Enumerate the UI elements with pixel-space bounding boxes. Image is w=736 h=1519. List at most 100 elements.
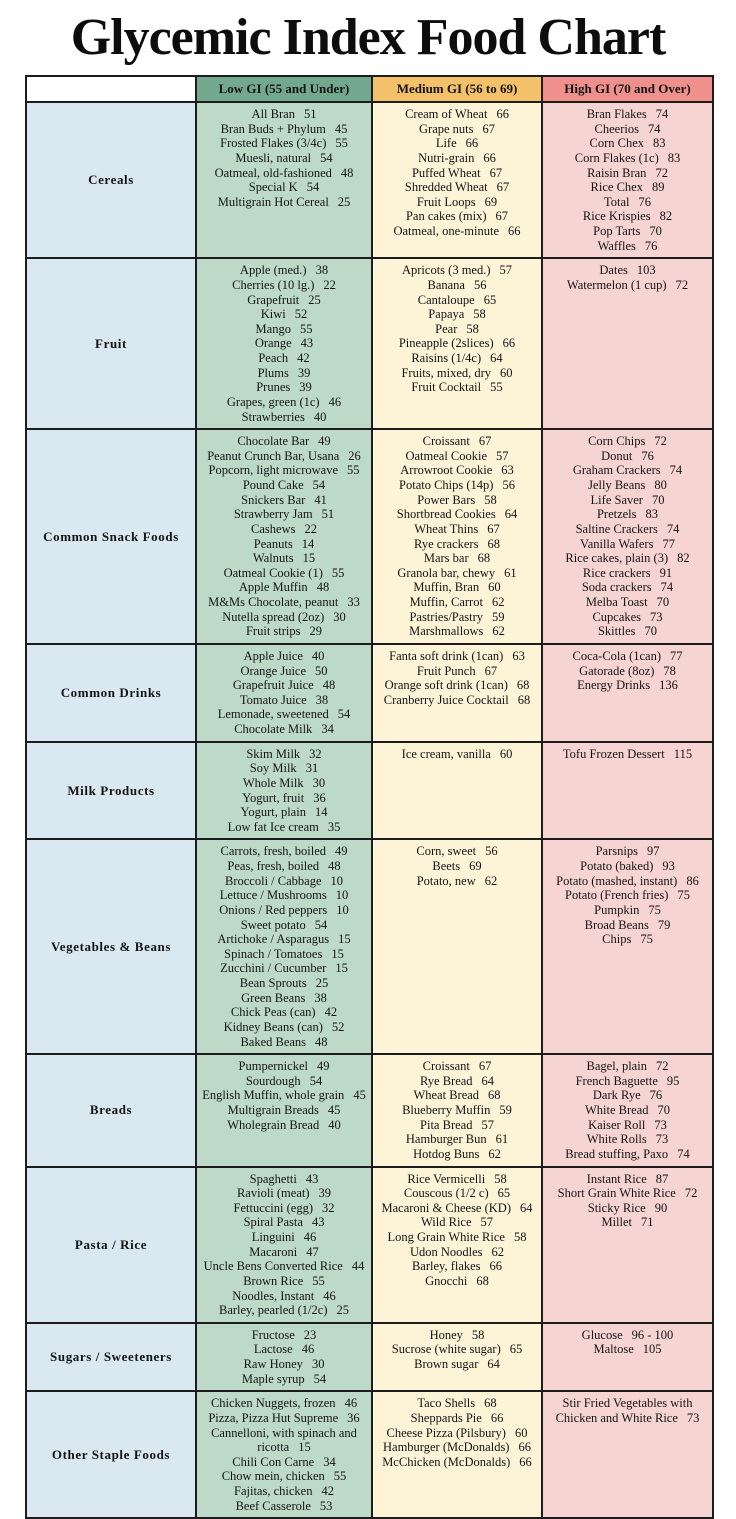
- food-name: Raw Honey: [243, 1357, 303, 1371]
- food-gi-value: 72: [684, 1186, 698, 1201]
- food-gi-value: 60: [514, 1425, 528, 1440]
- food-gi-value: 93: [662, 859, 675, 873]
- food-gi-value: 63: [501, 463, 514, 478]
- food-gi-value: 66: [490, 1410, 504, 1425]
- food-item: Multigrain Breads 45: [200, 1103, 368, 1118]
- food-item: Beets 69: [376, 859, 538, 874]
- food-gi-value: 64: [519, 1200, 533, 1215]
- food-name: Pineapple (2slices): [398, 336, 494, 351]
- food-name: Corn, sweet: [416, 844, 477, 859]
- food-item: Marshmallows 62: [376, 624, 538, 639]
- food-gi-value: 74: [655, 107, 669, 121]
- food-gi-value: 66: [496, 107, 509, 121]
- food-gi-value: 103: [636, 263, 656, 278]
- food-gi-value: 66: [489, 1259, 503, 1274]
- food-gi-value: 64: [504, 507, 518, 522]
- food-name: Total: [603, 194, 630, 209]
- food-gi-value: 66: [508, 224, 521, 238]
- food-gi-value: 58: [471, 1327, 485, 1342]
- food-gi-value: 25: [315, 976, 329, 990]
- food-item: Couscous (1/2 c) 65: [376, 1186, 538, 1201]
- food-item: Barley, pearled (1/2c) 25: [200, 1303, 368, 1318]
- food-gi-value: 15: [331, 946, 344, 961]
- food-name: Papaya: [428, 307, 465, 322]
- food-gi-value: 58: [484, 492, 497, 507]
- food-gi-value: 66: [502, 336, 516, 351]
- food-name: Brown sugar: [414, 1357, 479, 1371]
- food-name: Rice Vermicelli: [407, 1171, 486, 1186]
- medium-gi-cell: Apricots (3 med.) 57 Banana 56 Cantaloupe 65 P…: [371, 257, 543, 431]
- food-name: Artichoke / Asparagus: [217, 932, 330, 947]
- food-name: Croissant: [422, 1059, 470, 1074]
- food-item: Corn Chex 83: [546, 136, 709, 151]
- food-gi-value: 45: [353, 1088, 366, 1103]
- food-name: Orange soft drink (1can): [384, 678, 508, 693]
- food-name: Cranberry Juice Cocktail: [383, 692, 509, 707]
- food-name: Granola bar, chewy: [397, 565, 496, 580]
- food-item: English Muffin, whole grain 45: [200, 1088, 368, 1103]
- food-item: Artichoke / Asparagus 15: [200, 932, 368, 947]
- food-item: Granola bar, chewy 61: [376, 566, 538, 581]
- food-name: Muffin, Bran: [413, 580, 480, 595]
- food-gi-value: 34: [323, 1454, 336, 1469]
- food-item: Bran Flakes 74: [546, 107, 709, 122]
- food-item: Fruits, mixed, dry 60: [376, 366, 538, 381]
- food-gi-value: 67: [495, 209, 509, 224]
- food-gi-value: 68: [476, 1273, 489, 1288]
- food-gi-value: 89: [651, 180, 665, 195]
- food-gi-value: 87: [655, 1171, 669, 1186]
- food-gi-value: 15: [298, 1440, 311, 1455]
- food-gi-value: 67: [478, 434, 492, 449]
- food-gi-value: 15: [335, 961, 348, 976]
- food-name: Brown Rice: [243, 1273, 304, 1288]
- food-name: Cantaloupe: [417, 292, 475, 307]
- food-item: Shredded Wheat 67: [376, 180, 538, 195]
- food-name: Potato (French fries): [565, 888, 669, 903]
- food-item: Corn Flakes (1c) 83: [546, 151, 709, 166]
- food-item: Lemonade, sweetened 54: [200, 707, 368, 722]
- food-gi-value: 29: [309, 624, 323, 639]
- food-name: Saltine Crackers: [575, 521, 658, 536]
- category-cell: Breads: [25, 1053, 197, 1168]
- food-item: Macaroni 47: [200, 1245, 368, 1260]
- food-gi-value: 60: [499, 746, 513, 761]
- food-item: McChicken (McDonalds) 66: [376, 1455, 538, 1470]
- food-gi-value: 73: [650, 609, 663, 624]
- high-gi-cell: Tofu Frozen Dessert 115: [541, 740, 714, 841]
- food-gi-value: 69: [469, 859, 482, 873]
- food-gi-value: 51: [321, 507, 335, 522]
- food-name: Chow mein, chicken: [221, 1469, 325, 1484]
- food-name: Corn Flakes (1c): [574, 150, 659, 165]
- food-item: Spiral Pasta 43: [200, 1215, 368, 1230]
- food-name: Fruit Loops: [416, 194, 476, 209]
- food-gi-value: 74: [677, 1146, 690, 1161]
- food-item: Low fat Ice cream 35: [200, 820, 368, 835]
- food-gi-value: 54: [312, 478, 326, 492]
- food-gi-value: 73: [655, 1132, 669, 1147]
- high-gi-cell: Instant Rice 87 Short Grain White Rice 72 St…: [541, 1165, 714, 1324]
- food-gi-value: 62: [484, 873, 498, 888]
- food-item: Chocolate Milk 34: [200, 722, 368, 737]
- food-gi-value: 45: [334, 121, 348, 136]
- food-item: Croissant 67: [376, 434, 538, 449]
- food-item: Orange Juice 50: [200, 664, 368, 679]
- food-item: Kidney Beans (can) 52: [200, 1020, 368, 1035]
- food-name: Oatmeal, old-fashioned: [214, 165, 332, 180]
- food-gi-value: 31: [305, 761, 319, 776]
- medium-gi-cell: Cream of Wheat 66 Grape nuts 67 Life 66 Nutri-…: [371, 100, 543, 260]
- food-name: Carrots, fresh, boiled: [220, 844, 327, 859]
- food-name: Taco Shells: [417, 1396, 476, 1411]
- food-name: Pastries/Pastry: [409, 609, 484, 624]
- food-item: Sweet potato 54: [200, 918, 368, 933]
- food-gi-value: 60: [488, 580, 501, 595]
- food-name: Grape nuts: [419, 121, 474, 136]
- food-name: Barley, pearled (1/2c): [218, 1303, 328, 1318]
- food-item: Oatmeal, old-fashioned 48: [200, 166, 368, 181]
- food-item: White Rolls 73: [546, 1132, 709, 1147]
- food-item: Potato (baked) 93: [546, 859, 709, 874]
- food-gi-value: 67: [487, 521, 500, 536]
- food-item: Hamburger (McDonalds) 66: [376, 1440, 538, 1455]
- food-name: Grapes, green (1c): [226, 394, 320, 409]
- food-item: Onions / Red peppers 10: [200, 903, 368, 918]
